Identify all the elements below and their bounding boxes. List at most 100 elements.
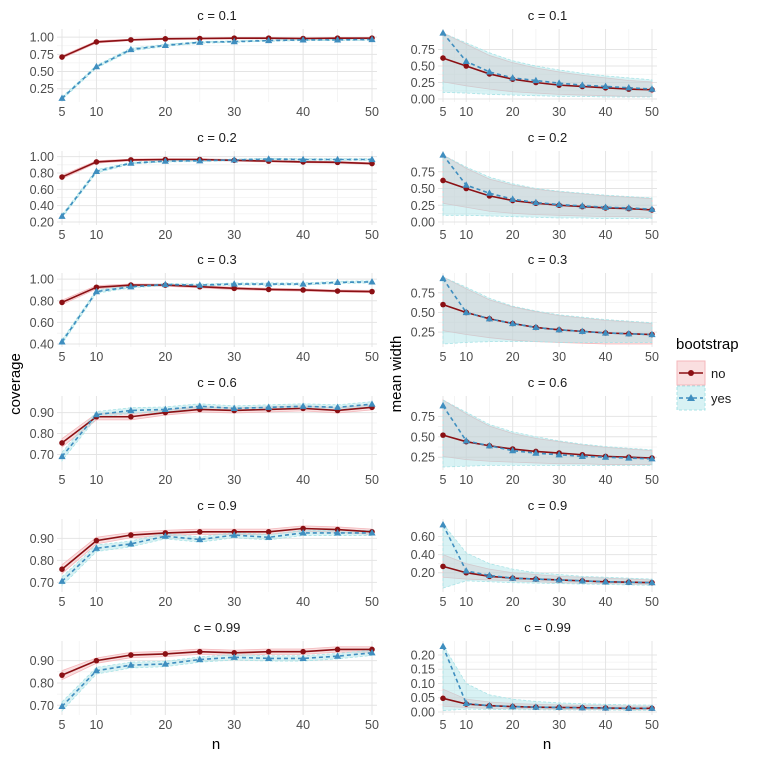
x-tick-label: 30 (227, 473, 241, 487)
x-tick-label: 5 (59, 595, 66, 609)
panel-width-c0_9: c = 0.9 5 10 20 30 40 50 0.20 0.40 0.60 (411, 498, 659, 609)
point-yes (265, 155, 273, 162)
point-yes (127, 282, 135, 290)
x-tick-label: 5 (440, 473, 447, 487)
point-yes (601, 453, 610, 460)
x-tick-label: 10 (459, 105, 473, 119)
panel-coverage-c0_9: c = 0.9 5 10 20 30 40 50 0.70 0.80 0.90 (30, 498, 379, 609)
ci-band-yes (61, 157, 373, 220)
point-yes (648, 704, 656, 711)
point-yes (555, 703, 563, 711)
y-tick-label: 0.70 (30, 448, 54, 462)
legend-label-no: no (711, 366, 725, 381)
y-tick-label: 0.50 (411, 430, 435, 444)
legend-title: bootstrap (676, 336, 739, 353)
point-yes (230, 37, 238, 45)
x-tick-label: 5 (440, 350, 447, 364)
point-yes (230, 280, 238, 287)
point-no (59, 54, 65, 60)
point-yes (196, 402, 204, 409)
point-yes (485, 68, 494, 75)
point-yes (333, 529, 342, 536)
ci-band-yes (61, 529, 373, 587)
y-axis-title-coverage: coverage (7, 353, 24, 415)
y-tick-label: 0.80 (30, 166, 54, 180)
y-tick-label: 0.75 (411, 286, 435, 300)
point-yes (648, 578, 656, 586)
point-yes (333, 36, 342, 43)
point-yes (485, 571, 494, 579)
panel-width-c0_6: c = 0.6 5 10 20 30 40 50 0.25 0.50 0.75 (411, 375, 659, 487)
point-yes (485, 701, 494, 709)
point-yes (127, 661, 135, 668)
point-yes (196, 38, 204, 45)
x-tick-label: 30 (552, 105, 566, 119)
point-yes (555, 576, 563, 583)
y-tick-label: 0.90 (30, 532, 54, 546)
facet-label: c = 0.1 (197, 8, 236, 23)
legend-key-yes: yes (676, 385, 732, 411)
x-tick-label: 50 (365, 228, 379, 242)
point-yes (265, 403, 273, 410)
point-no (300, 648, 306, 655)
y-tick-label: 0.00 (411, 706, 435, 720)
x-tick-label: 40 (296, 718, 310, 732)
y-tick-label: 0.00 (411, 93, 435, 107)
y-tick-label: 0.60 (30, 183, 54, 197)
point-yes (532, 703, 540, 710)
y-tick-label: 1.00 (30, 31, 54, 45)
point-yes (368, 649, 376, 656)
facet-label: c = 0.3 (197, 252, 236, 267)
x-tick-label: 5 (440, 228, 447, 242)
point-yes (368, 155, 376, 163)
point-yes (299, 36, 307, 43)
point-yes (58, 452, 66, 460)
series-line-yes (61, 652, 373, 707)
x-tick-label: 10 (89, 595, 103, 609)
point-no (93, 537, 100, 544)
point-no (440, 177, 446, 184)
point-yes (127, 45, 135, 53)
x-tick-label: 30 (227, 350, 241, 364)
y-tick-label: 0.75 (30, 48, 54, 62)
point-yes (92, 62, 101, 70)
point-yes (625, 83, 633, 91)
y-tick-label: 1.00 (30, 273, 54, 287)
series-line-yes (61, 158, 372, 217)
y-tick-label: 0.80 (30, 554, 54, 568)
point-yes (299, 280, 307, 287)
point-no (231, 650, 238, 656)
point-no (196, 648, 203, 655)
x-tick-label: 40 (599, 595, 613, 609)
point-yes (265, 36, 273, 44)
point-yes (161, 660, 169, 667)
facet-label: c = 0.9 (528, 498, 567, 513)
point-no (265, 286, 272, 293)
y-tick-label: 0.40 (30, 199, 54, 213)
point-yes (196, 655, 204, 663)
y-tick-label: 0.50 (411, 306, 435, 320)
y-tick-label: 0.80 (30, 427, 54, 441)
series-line-yes (442, 154, 653, 211)
point-no (128, 413, 134, 420)
point-yes (625, 454, 633, 461)
point-no (334, 288, 341, 294)
y-tick-label: 0.05 (411, 691, 435, 705)
x-tick-label: 10 (459, 718, 473, 732)
x-tick-label: 40 (296, 595, 310, 609)
point-no (369, 160, 375, 167)
point-yes (230, 156, 238, 163)
y-tick-label: 0.75 (411, 43, 435, 57)
series-line-yes (442, 524, 653, 584)
point-yes (127, 159, 135, 166)
point-yes (230, 404, 238, 411)
point-yes (230, 653, 238, 660)
point-no (231, 285, 238, 292)
point-yes (578, 81, 586, 88)
point-yes (299, 402, 307, 409)
ci-band-no (442, 276, 653, 345)
point-no (93, 39, 100, 45)
x-tick-label: 40 (599, 718, 613, 732)
panel-coverage-c0_1: c = 0.1 5 10 20 30 40 50 0.25 0.50 0.75 1.00 (30, 8, 379, 119)
